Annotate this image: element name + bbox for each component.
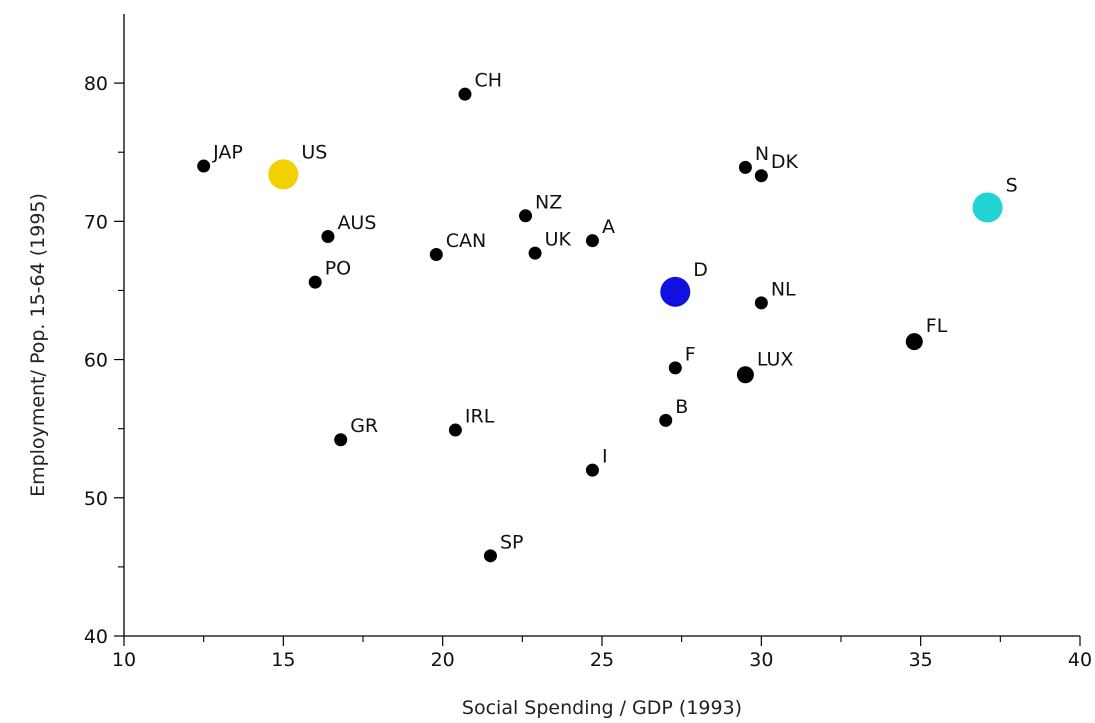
data-point-can	[429, 248, 443, 262]
data-point-po	[308, 275, 322, 289]
data-point-i	[585, 463, 599, 477]
data-point-n	[738, 160, 752, 174]
data-point-uk	[528, 246, 542, 260]
point-label-dk: DK	[771, 151, 799, 173]
point-label-us: US	[301, 141, 327, 163]
y-axis-title: Employment/ Pop. 15-64 (1995)	[27, 193, 49, 497]
data-point-gr	[334, 433, 348, 447]
data-point-d	[660, 276, 691, 307]
data-point-f	[668, 361, 682, 375]
x-tick-label: 40	[1068, 649, 1092, 671]
point-label-i: I	[602, 446, 608, 468]
y-tick-label: 50	[84, 488, 108, 510]
data-point-b	[659, 413, 673, 427]
data-point-sp	[483, 549, 497, 563]
point-label-aus: AUS	[337, 212, 376, 234]
y-tick-label: 60	[84, 350, 108, 372]
point-label-n: N	[755, 143, 769, 165]
data-point-nl	[754, 296, 768, 310]
x-tick-label: 15	[271, 649, 295, 671]
point-label-uk: UK	[545, 229, 572, 251]
tick-labels: 10 15 20 25 30 35 40 40 50 60 70 80	[84, 73, 1092, 671]
axes	[114, 14, 1081, 646]
point-label-sp: SP	[500, 531, 524, 553]
point-label-ch: CH	[474, 70, 502, 92]
x-axis-title: Social Spending / GDP (1993)	[462, 697, 742, 719]
x-tick-label: 10	[112, 649, 136, 671]
point-label-nl: NL	[771, 278, 796, 300]
data-point-us	[268, 159, 299, 190]
data-point-ch	[458, 87, 472, 101]
y-tick-label: 70	[84, 211, 108, 233]
data-point-fl	[905, 333, 923, 351]
point-label-gr: GR	[350, 415, 378, 437]
data-point-lux	[736, 366, 754, 384]
point-label-f: F	[685, 343, 696, 365]
point-label-jap: JAP	[212, 142, 243, 164]
data-point-s	[972, 192, 1003, 223]
point-label-nz: NZ	[535, 191, 562, 213]
data-point-aus	[321, 230, 335, 244]
data-point-dk	[754, 169, 768, 183]
x-tick-label: 20	[431, 649, 455, 671]
point-label-can: CAN	[446, 230, 486, 252]
point-label-s: S	[1006, 175, 1018, 197]
data-point-nz	[519, 209, 533, 223]
point-label-po: PO	[325, 258, 351, 280]
x-tick-label: 35	[909, 649, 933, 671]
x-tick-label: 25	[590, 649, 614, 671]
data-points	[197, 87, 1003, 563]
point-label-irl: IRL	[465, 406, 495, 428]
data-point-jap	[197, 159, 211, 173]
point-label-fl: FL	[926, 315, 948, 337]
data-point-a	[585, 234, 599, 248]
data-point-irl	[448, 423, 462, 437]
y-tick-label: 80	[84, 73, 108, 95]
point-label-d: D	[693, 259, 708, 281]
point-label-b: B	[675, 396, 688, 418]
x-tick-label: 30	[749, 649, 773, 671]
point-label-lux: LUX	[757, 348, 794, 370]
y-tick-label: 40	[84, 626, 108, 648]
point-label-a: A	[602, 216, 615, 238]
point-labels: CH JAP US N DK S NZ AUS A CAN UK PO D NL FL F LUX B IRL GR I…	[212, 70, 1017, 554]
